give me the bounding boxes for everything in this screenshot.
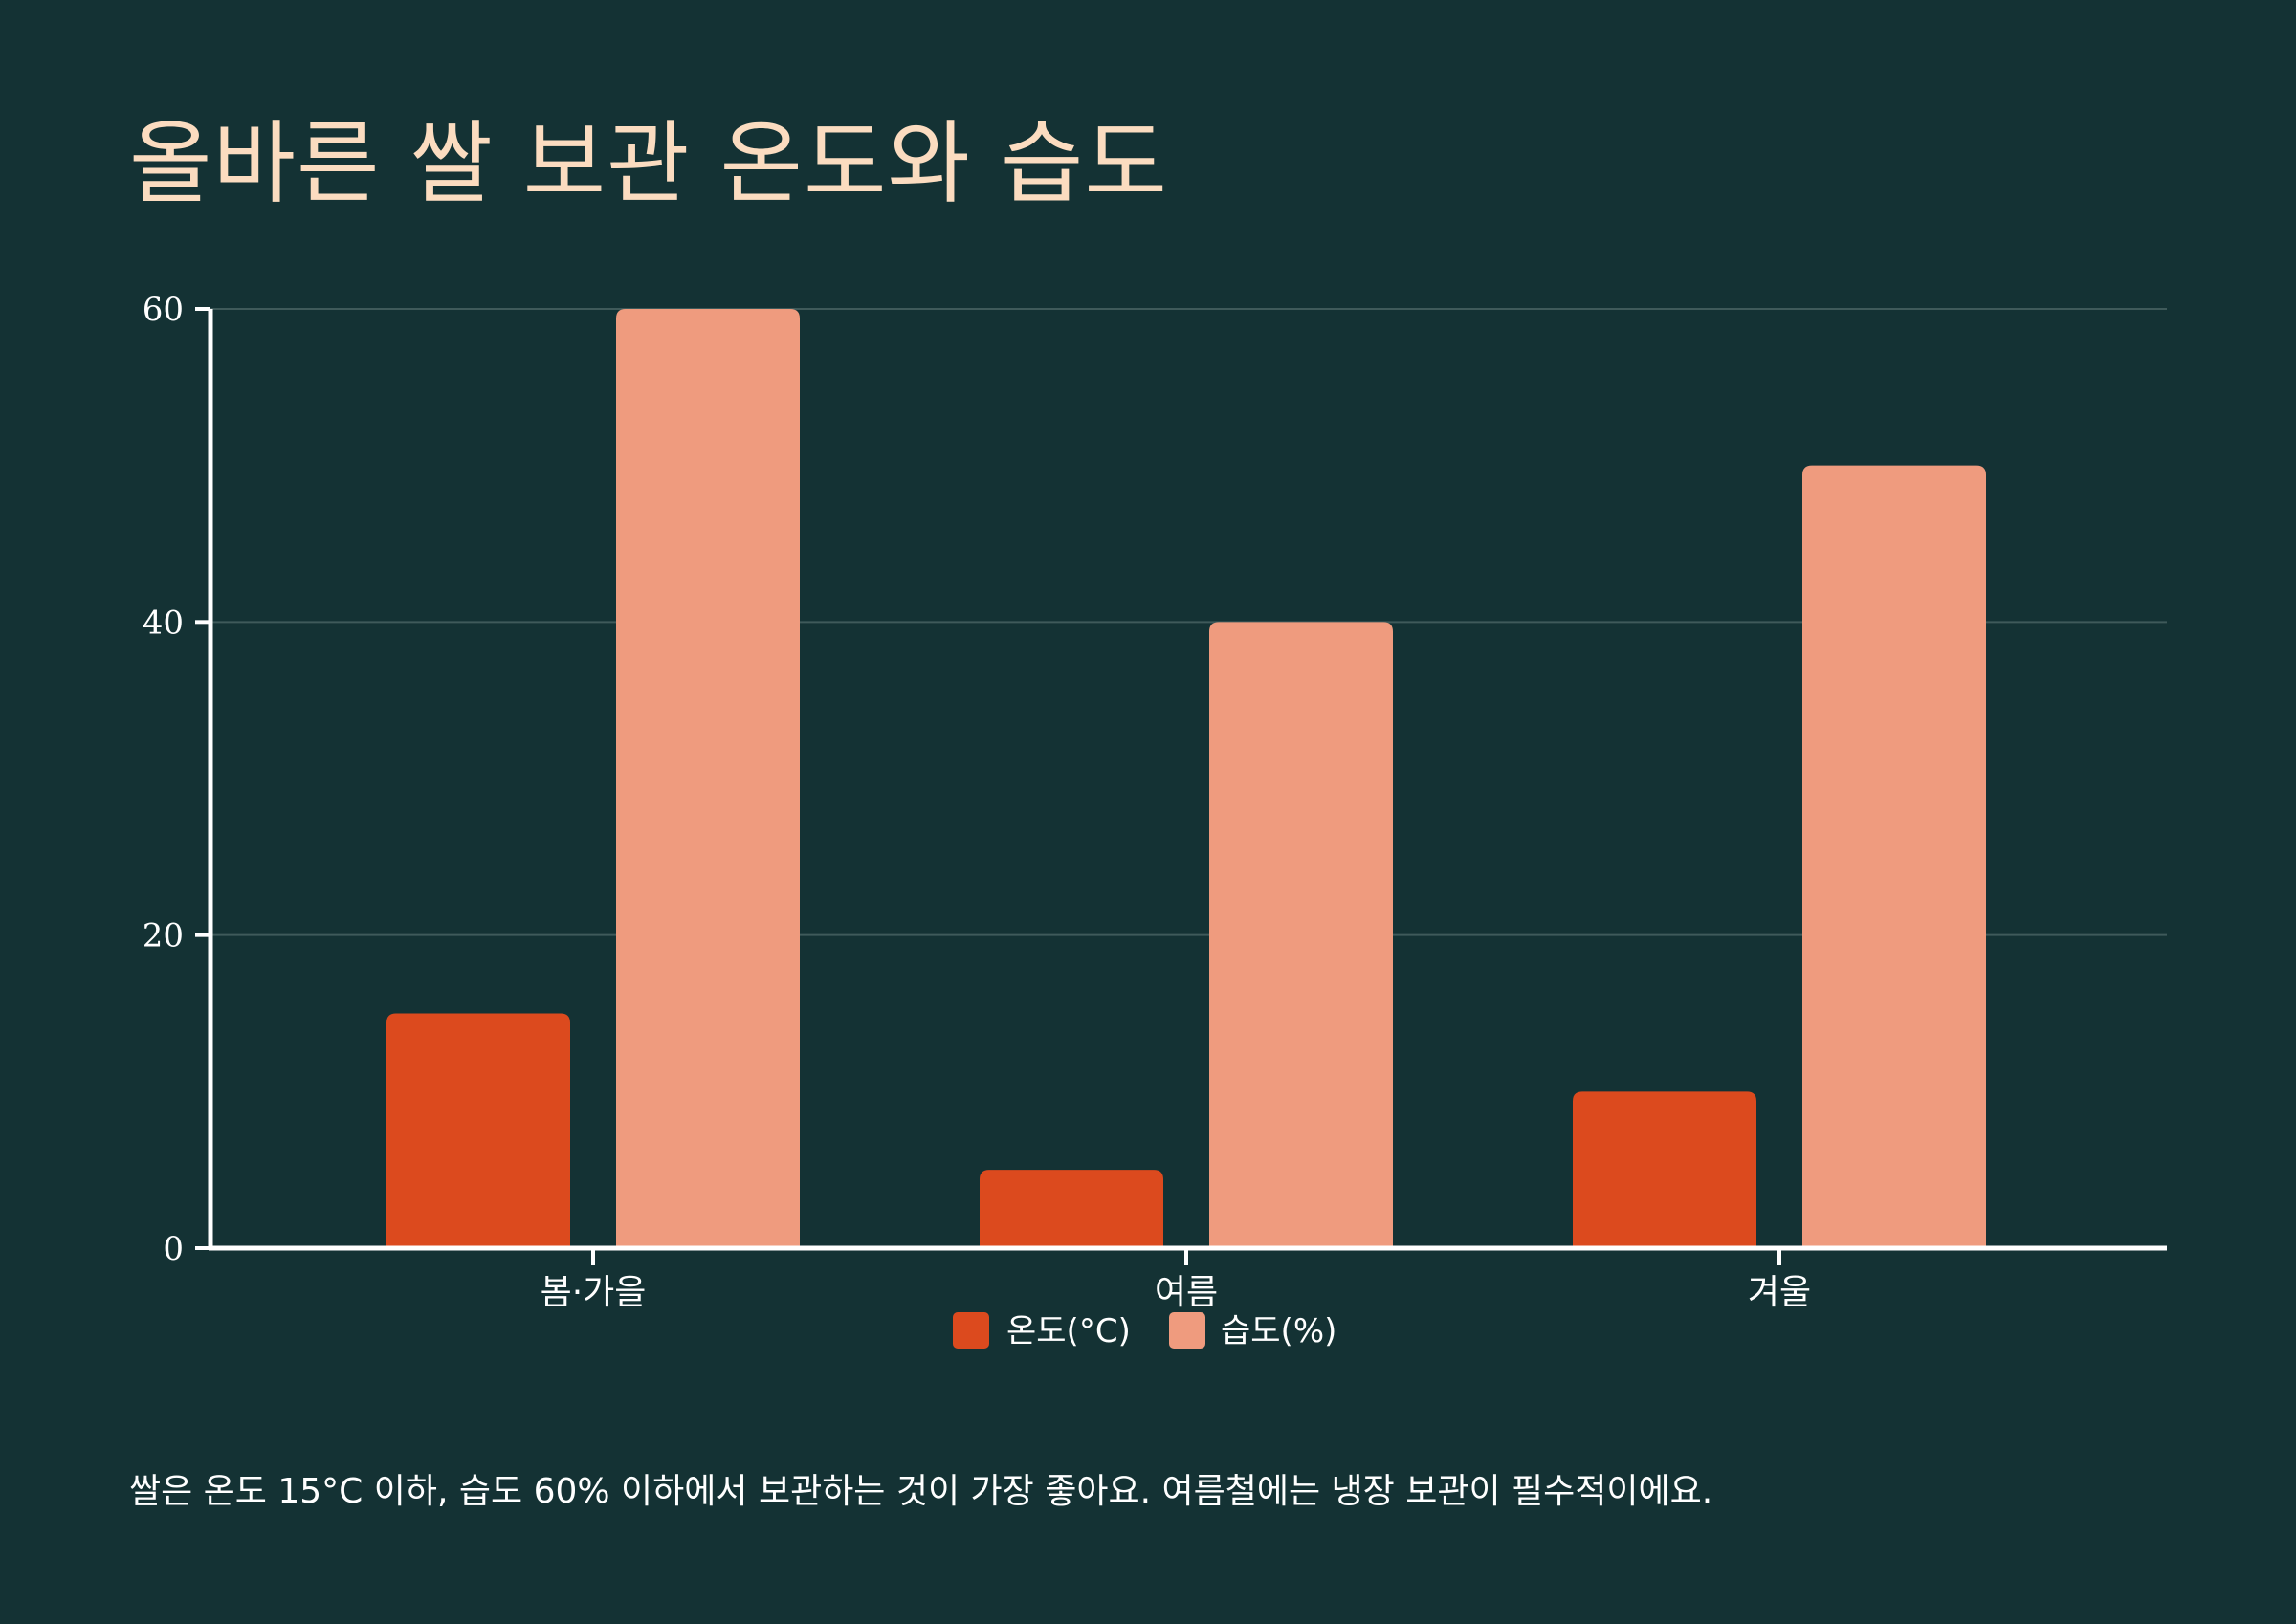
bar-temperature-0 xyxy=(386,1013,570,1248)
x-tick-label: 겨울 xyxy=(1748,1273,1811,1312)
bar-temperature-2 xyxy=(1573,1091,1756,1248)
legend-label-temperature: 온도(°C) xyxy=(1006,1312,1131,1350)
x-tick-label: 봄·가을 xyxy=(541,1273,647,1312)
legend-swatch-humidity xyxy=(1169,1312,1205,1349)
y-tick-label: 20 xyxy=(143,917,184,955)
bar-humidity-2 xyxy=(1802,465,1986,1249)
y-tick-label: 0 xyxy=(163,1230,184,1268)
bar-humidity-0 xyxy=(616,309,800,1248)
legend-swatch-temperature xyxy=(953,1312,989,1349)
axes: 0 20 40 60 봄·가을 여름 겨울 xyxy=(143,291,2167,1312)
y-tick-label: 60 xyxy=(143,291,184,329)
y-tick-label: 40 xyxy=(143,604,184,642)
bars xyxy=(386,309,1986,1249)
bar-temperature-1 xyxy=(980,1170,1163,1248)
footnote: 쌀은 온도 15°C 이하, 습도 60% 이하에서 보관하는 것이 가장 좋아… xyxy=(129,1472,1713,1511)
legend: 온도(°C) 습도(%) xyxy=(953,1312,1336,1350)
bar-humidity-1 xyxy=(1209,622,1393,1248)
legend-label-humidity: 습도(%) xyxy=(1221,1312,1336,1350)
chart-title: 올바른 쌀 보관 온도와 습도 xyxy=(129,112,1168,216)
x-tick-label: 여름 xyxy=(1155,1273,1218,1312)
